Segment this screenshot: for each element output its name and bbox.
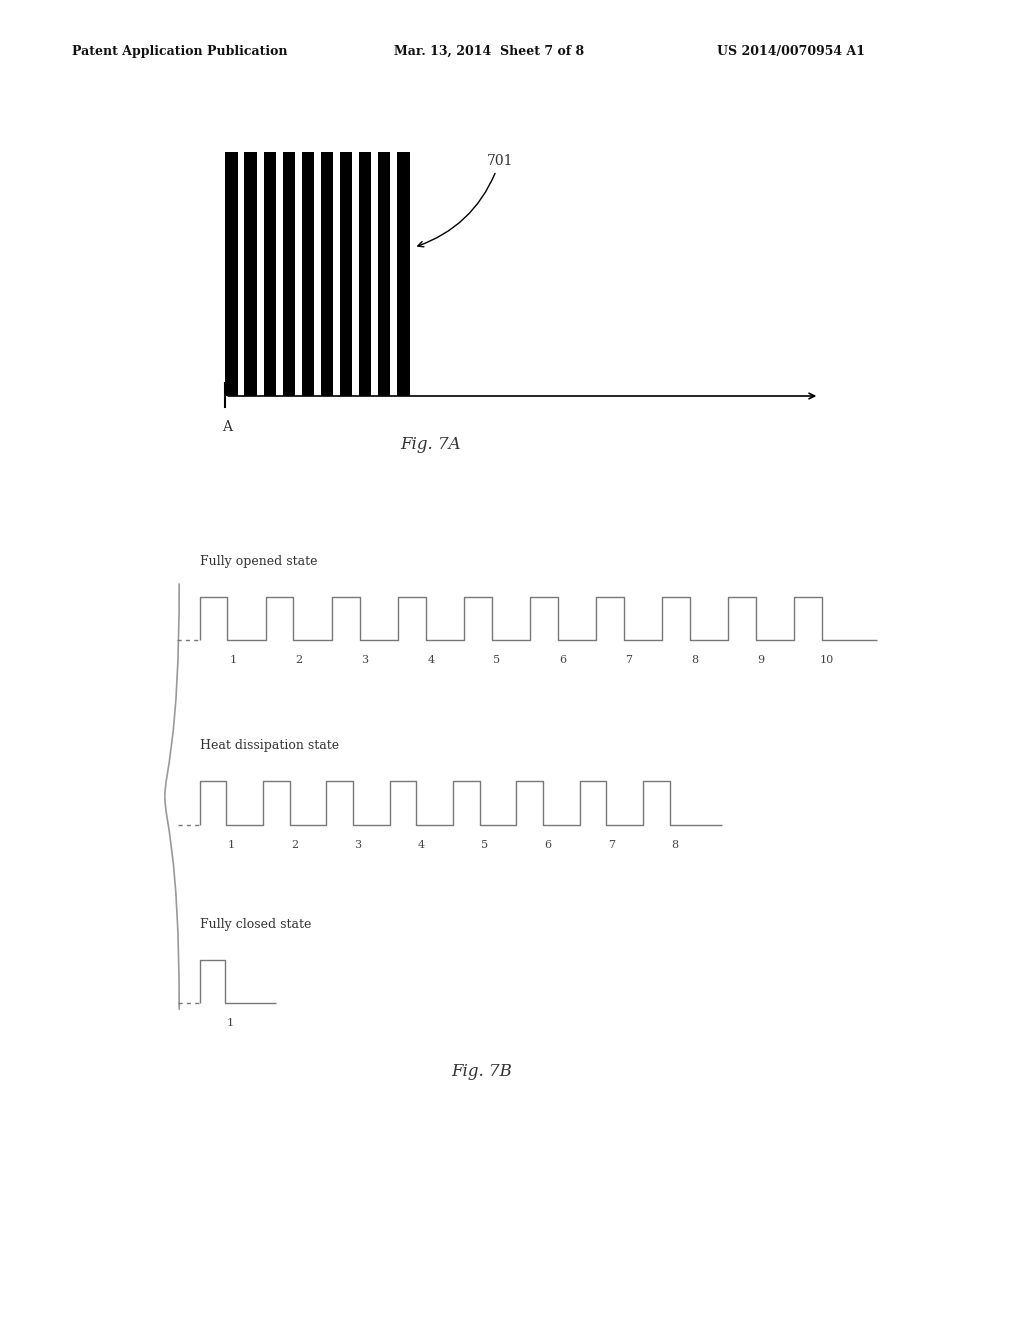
Text: Fully closed state: Fully closed state bbox=[200, 917, 311, 931]
Text: 1: 1 bbox=[229, 655, 237, 665]
Text: 6: 6 bbox=[559, 655, 566, 665]
Text: 5: 5 bbox=[481, 840, 488, 850]
Bar bbox=[372, 152, 378, 396]
Text: Fully opened state: Fully opened state bbox=[200, 554, 317, 568]
Text: 3: 3 bbox=[354, 840, 361, 850]
Bar bbox=[238, 152, 245, 396]
Text: 8: 8 bbox=[691, 655, 698, 665]
Text: 2: 2 bbox=[295, 655, 302, 665]
Bar bbox=[390, 152, 397, 396]
Text: Fig. 7B: Fig. 7B bbox=[451, 1063, 512, 1080]
Text: 1: 1 bbox=[227, 1018, 233, 1028]
Text: 8: 8 bbox=[672, 840, 679, 850]
Text: 701: 701 bbox=[418, 154, 513, 247]
Text: Heat dissipation state: Heat dissipation state bbox=[200, 739, 339, 752]
Bar bbox=[333, 152, 340, 396]
Text: 3: 3 bbox=[361, 655, 369, 665]
Text: Mar. 13, 2014  Sheet 7 of 8: Mar. 13, 2014 Sheet 7 of 8 bbox=[394, 45, 585, 58]
Text: 10: 10 bbox=[820, 655, 835, 665]
Text: US 2014/0070954 A1: US 2014/0070954 A1 bbox=[717, 45, 865, 58]
Bar bbox=[352, 152, 359, 396]
Text: Fig. 7A: Fig. 7A bbox=[399, 436, 461, 453]
Text: 6: 6 bbox=[545, 840, 552, 850]
Text: 9: 9 bbox=[758, 655, 765, 665]
Bar bbox=[275, 152, 283, 396]
Text: 4: 4 bbox=[418, 840, 425, 850]
Text: 7: 7 bbox=[626, 655, 633, 665]
Text: 7: 7 bbox=[608, 840, 615, 850]
Text: Patent Application Publication: Patent Application Publication bbox=[72, 45, 287, 58]
Text: A: A bbox=[222, 420, 232, 434]
Text: 4: 4 bbox=[427, 655, 434, 665]
Text: 1: 1 bbox=[227, 840, 234, 850]
Text: 5: 5 bbox=[494, 655, 501, 665]
Bar bbox=[295, 152, 302, 396]
Bar bbox=[314, 152, 321, 396]
Bar bbox=[257, 152, 263, 396]
Text: 2: 2 bbox=[291, 840, 298, 850]
Bar bbox=[225, 152, 410, 396]
